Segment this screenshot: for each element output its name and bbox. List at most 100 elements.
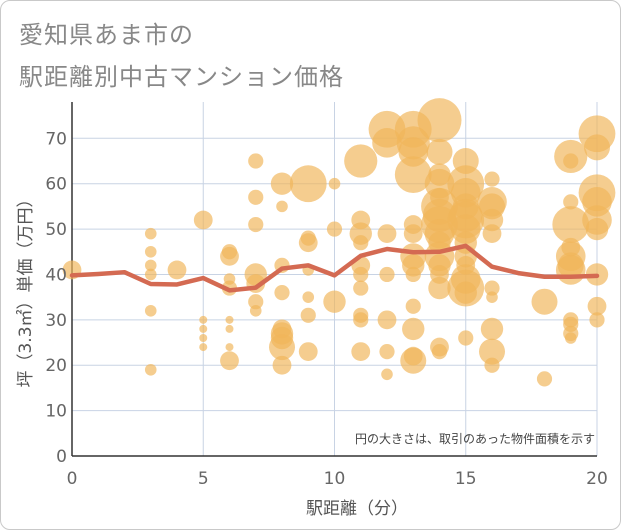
data-bubble [248, 153, 264, 169]
data-bubble [298, 342, 318, 362]
data-bubble [199, 315, 208, 324]
data-bubble [302, 291, 315, 303]
data-bubble [270, 172, 294, 195]
data-bubble [484, 357, 500, 373]
data-bubble [403, 224, 423, 244]
x-tick-label: 10 [324, 469, 346, 489]
data-bubble [381, 368, 393, 381]
data-bubble [486, 291, 498, 303]
data-bubble [377, 224, 397, 244]
data-bubble [552, 206, 590, 243]
data-bubble [458, 330, 474, 346]
data-bubble [269, 334, 295, 361]
data-bubble [563, 194, 579, 210]
data-bubble [220, 351, 239, 371]
data-bubble [167, 260, 187, 280]
data-bubble [536, 371, 553, 387]
data-bubble [353, 280, 369, 296]
data-bubble [587, 296, 607, 316]
x-axis-label: 駅距離（分） [306, 499, 408, 519]
y-axis-label: 坪（3.3㎡）単価（万円） [16, 190, 36, 387]
data-bubble [225, 324, 234, 333]
data-bubble [402, 317, 425, 341]
data-bubble [351, 342, 371, 362]
data-bubble [417, 98, 462, 143]
data-bubble [394, 156, 432, 194]
data-bubble [323, 290, 346, 313]
x-tick-label: 20 [586, 469, 608, 489]
data-bubble [144, 245, 157, 258]
data-bubble [248, 216, 264, 233]
data-bubble [555, 255, 586, 285]
data-bubble [563, 153, 579, 169]
y-tick-label: 10 [45, 402, 67, 422]
data-bubble [276, 200, 288, 213]
data-bubble [249, 304, 262, 317]
data-bubble [454, 281, 477, 304]
data-bubble [248, 189, 264, 205]
axis-ticks: 0 5 10 15 20 0 10 20 30 40 50 60 70 [45, 129, 607, 489]
data-bubble [589, 312, 605, 328]
data-bubble [144, 268, 157, 281]
data-bubble [300, 307, 316, 323]
data-bubble [405, 266, 421, 283]
data-bubble [326, 221, 343, 237]
data-bubble [372, 128, 402, 158]
data-bubble [379, 344, 395, 360]
data-bubble [328, 177, 341, 190]
data-bubble [400, 347, 427, 374]
x-tick-label: 5 [198, 469, 209, 489]
data-bubble [199, 334, 208, 342]
data-bubble [426, 138, 453, 165]
y-tick-label: 40 [45, 265, 67, 285]
data-bubble [377, 310, 397, 330]
data-bubble [353, 266, 369, 283]
data-bubble [144, 259, 157, 272]
data-bubble [353, 235, 369, 251]
data-bubble [379, 266, 395, 283]
data-bubble [480, 317, 504, 341]
bubble-series [62, 98, 616, 387]
data-bubble [531, 288, 558, 315]
data-bubble [344, 144, 378, 178]
data-bubble [144, 227, 157, 240]
bubble-size-note: 円の大きさは、取引のあった物件面積を示す [355, 431, 595, 446]
data-bubble [225, 343, 234, 352]
y-tick-label: 20 [45, 356, 67, 376]
data-bubble [220, 246, 239, 266]
data-bubble [272, 355, 292, 375]
x-tick-label: 15 [455, 469, 477, 489]
data-bubble [584, 134, 610, 161]
y-tick-label: 60 [45, 175, 67, 195]
data-bubble [428, 276, 451, 300]
data-bubble [225, 315, 234, 324]
data-bubble [199, 324, 208, 333]
data-bubble [353, 312, 369, 328]
data-bubble [405, 298, 421, 314]
data-bubble [199, 343, 208, 352]
data-bubble [482, 224, 502, 244]
chart-title-line-2: 駅距離別中古マンション価格 [19, 63, 344, 91]
y-tick-label: 70 [45, 129, 67, 149]
y-tick-label: 30 [45, 311, 67, 331]
x-tick-label: 0 [67, 469, 78, 489]
y-tick-label: 50 [45, 220, 67, 240]
data-bubble [289, 165, 327, 203]
data-bubble [431, 344, 448, 360]
data-bubble [480, 208, 504, 232]
data-bubble [484, 280, 500, 296]
data-bubble [585, 217, 609, 241]
average-price-line [69, 243, 600, 293]
data-bubble [144, 304, 157, 317]
data-bubble [144, 363, 157, 376]
data-bubble [564, 332, 577, 344]
data-bubble [479, 338, 505, 365]
data-bubble [484, 171, 500, 187]
data-bubble [274, 285, 290, 301]
data-bubble [298, 233, 318, 253]
data-bubble [193, 210, 213, 230]
data-bubble [248, 294, 264, 310]
y-tick-label: 0 [56, 447, 67, 467]
